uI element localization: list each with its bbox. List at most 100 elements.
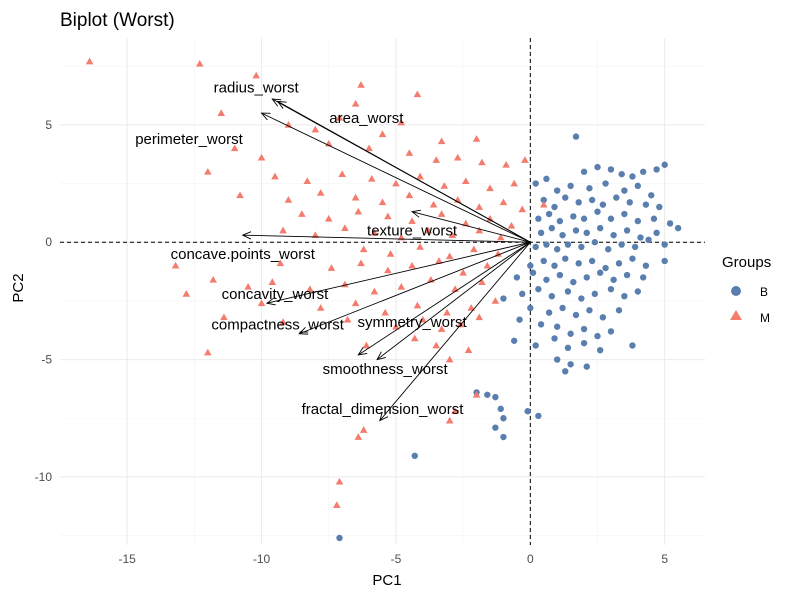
point-m (244, 283, 252, 290)
y-tick-label: 0 (45, 235, 52, 249)
point-b (594, 208, 601, 215)
point-b (583, 363, 590, 370)
point-b (580, 325, 588, 333)
point-b (621, 292, 628, 300)
point-m (204, 167, 212, 175)
loading-arrow (358, 241, 531, 356)
point-b (596, 269, 604, 276)
loading-arrow-head (357, 347, 368, 356)
point-m (467, 304, 475, 311)
loading-arrow-head (265, 297, 276, 306)
point-m (338, 170, 346, 177)
y-tick-label: 5 (45, 118, 52, 132)
point-b (629, 342, 636, 349)
point-b (607, 285, 615, 293)
point-m (365, 144, 373, 152)
loading-arrow (272, 98, 531, 243)
point-m (359, 245, 368, 253)
loading-arrow (266, 241, 531, 304)
point-m (424, 226, 432, 234)
point-m (252, 71, 260, 79)
x-tick-label: -10 (253, 552, 271, 566)
point-m (483, 261, 492, 269)
point-b (559, 231, 566, 239)
point-b (656, 203, 663, 211)
point-m (354, 207, 363, 215)
point-b (551, 262, 558, 269)
x-tick-label: -5 (391, 552, 402, 566)
point-m (220, 313, 228, 321)
point-m (370, 287, 379, 295)
point-b (637, 234, 644, 241)
point-b (527, 262, 534, 269)
point-b (623, 227, 631, 234)
point-b (618, 170, 625, 178)
point-m (311, 125, 320, 133)
point-m (435, 257, 443, 264)
point-m (284, 121, 293, 128)
point-m (271, 172, 279, 180)
point-m (499, 198, 508, 206)
point-m (217, 109, 226, 116)
point-b (580, 215, 588, 222)
x-tick-label: 0 (527, 552, 534, 566)
point-m (437, 137, 446, 145)
point-b (613, 194, 620, 201)
point-b (621, 210, 628, 218)
point-b (575, 199, 582, 206)
legend-key-m (730, 310, 742, 320)
point-b (540, 196, 547, 204)
point-m (298, 210, 306, 217)
point-b (661, 161, 668, 168)
point-m (306, 285, 314, 293)
point-m (316, 189, 325, 196)
point-m (408, 261, 416, 269)
loading-label: concavity_worst (222, 286, 330, 303)
point-b (586, 307, 593, 314)
point-m (182, 290, 191, 297)
point-b (562, 255, 569, 262)
point-m (445, 355, 454, 363)
point-m (486, 214, 494, 222)
point-m (470, 245, 478, 253)
point-b (540, 257, 547, 265)
point-m (384, 266, 392, 274)
y-tick-label: -5 (41, 353, 52, 367)
loading-arrow-head (276, 100, 287, 109)
point-m (392, 179, 400, 187)
point-b (642, 201, 650, 208)
point-m (268, 278, 277, 285)
point-b (631, 243, 639, 251)
loading-arrow (261, 112, 531, 243)
point-m (432, 156, 441, 163)
point-b (588, 257, 596, 265)
loading-arrow-head (410, 209, 422, 218)
x-tick-label: -15 (119, 552, 137, 566)
loading-arrow (376, 241, 531, 360)
point-m (410, 334, 419, 342)
point-b (621, 187, 628, 194)
point-b (648, 192, 655, 199)
point-m (496, 233, 505, 241)
point-m (351, 299, 360, 307)
point-m (432, 341, 441, 349)
point-b (575, 260, 582, 267)
point-b (588, 196, 596, 204)
point-m (459, 268, 467, 276)
point-m (386, 250, 395, 257)
point-m (478, 158, 486, 166)
tick-labels: -15 -10 -5 0 5 -10 -5 0 5 (35, 118, 669, 566)
point-b (492, 424, 499, 431)
point-m (343, 315, 352, 323)
point-m (443, 308, 451, 316)
point-m (440, 182, 449, 189)
point-m (257, 299, 266, 307)
point-b (642, 262, 650, 269)
point-b (570, 278, 577, 286)
legend-label-b: B (760, 285, 768, 299)
point-b (591, 290, 599, 298)
point-b (567, 182, 574, 190)
point-b (639, 274, 647, 281)
point-b (594, 163, 601, 171)
